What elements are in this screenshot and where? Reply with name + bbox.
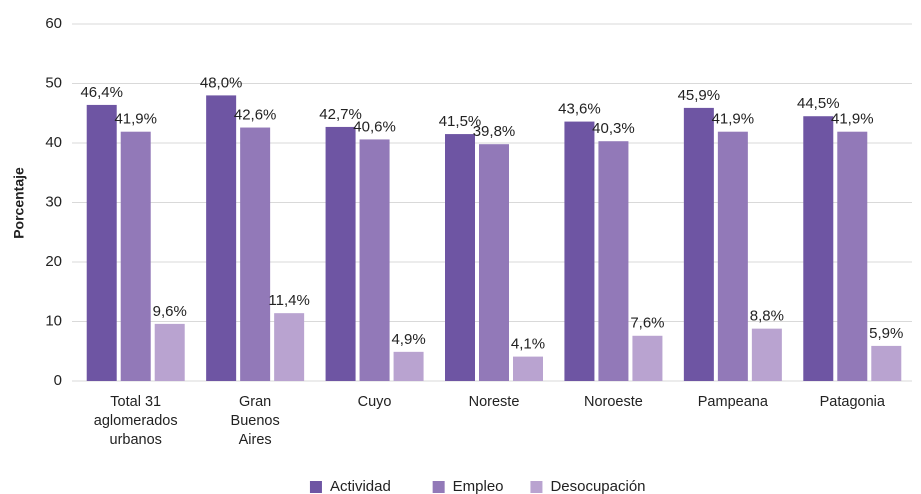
- data-label: 4,1%: [511, 336, 545, 353]
- y-tick-label: 10: [45, 312, 62, 329]
- data-label: 5,9%: [869, 325, 903, 342]
- bar: [837, 131, 868, 381]
- y-tick-label: 30: [45, 193, 62, 210]
- data-label: 40,3%: [592, 120, 635, 137]
- bar: [803, 116, 834, 381]
- data-label: 41,9%: [114, 111, 157, 128]
- bar: [717, 131, 748, 381]
- legend-swatch: [530, 481, 543, 493]
- x-tick-label: Noreste: [468, 394, 520, 410]
- x-tick-label: Noroeste: [584, 394, 643, 410]
- bar: [513, 356, 543, 381]
- data-label: 43,6%: [558, 101, 601, 118]
- data-label: 8,8%: [750, 308, 784, 325]
- data-label: 11,4%: [268, 292, 309, 309]
- data-label: 44,5%: [797, 95, 840, 112]
- legend-label: Desocupación: [550, 478, 645, 494]
- bar: [564, 121, 595, 381]
- y-tick-label: 50: [45, 74, 62, 91]
- data-label: 40,6%: [353, 118, 396, 135]
- x-tick-label: Cuyo: [357, 394, 392, 410]
- data-label: 46,4%: [80, 84, 123, 101]
- bar: [751, 328, 782, 381]
- legend-swatch: [309, 481, 322, 493]
- bar: [206, 95, 237, 382]
- bar: [598, 141, 629, 381]
- bar: [240, 127, 271, 381]
- data-label: 39,8%: [473, 123, 516, 140]
- data-label: 4,9%: [391, 331, 425, 348]
- y-tick-label: 40: [45, 134, 62, 151]
- x-tick-label: Total 31 aglomerados urbanos: [93, 394, 178, 448]
- data-label: 41,9%: [831, 111, 874, 128]
- x-tick-label: Patagonia: [819, 394, 885, 410]
- bar: [154, 323, 185, 381]
- bar: [86, 104, 117, 382]
- y-axis-label: Porcentaje: [11, 167, 27, 239]
- data-label: 41,9%: [712, 111, 755, 128]
- y-tick-label: 0: [54, 372, 62, 389]
- x-tick-label: Pampeana: [697, 394, 768, 410]
- legend-label: Actividad: [330, 478, 391, 494]
- legend-label: Empleo: [453, 478, 504, 494]
- bar: [325, 126, 356, 381]
- bar: [632, 335, 663, 381]
- bar: [120, 131, 151, 381]
- y-tick-label: 20: [45, 253, 62, 270]
- bar: [445, 134, 475, 381]
- bar: [274, 313, 305, 381]
- bar: [871, 345, 902, 381]
- bar: [393, 351, 424, 381]
- data-label: 42,7%: [319, 106, 362, 123]
- data-label: 45,9%: [678, 87, 721, 104]
- data-label: 7,6%: [630, 315, 664, 332]
- data-label: 41,5%: [439, 113, 482, 130]
- y-tick-label: 60: [45, 15, 62, 32]
- x-tick-label: Gran Buenos Aires: [230, 394, 280, 448]
- legend-swatch: [432, 481, 445, 493]
- bar: [479, 144, 509, 381]
- bar: [359, 139, 390, 381]
- data-label: 42,6%: [234, 106, 277, 123]
- bar: [683, 107, 714, 382]
- data-label: 48,0%: [200, 74, 243, 91]
- data-label: 9,6%: [153, 303, 187, 320]
